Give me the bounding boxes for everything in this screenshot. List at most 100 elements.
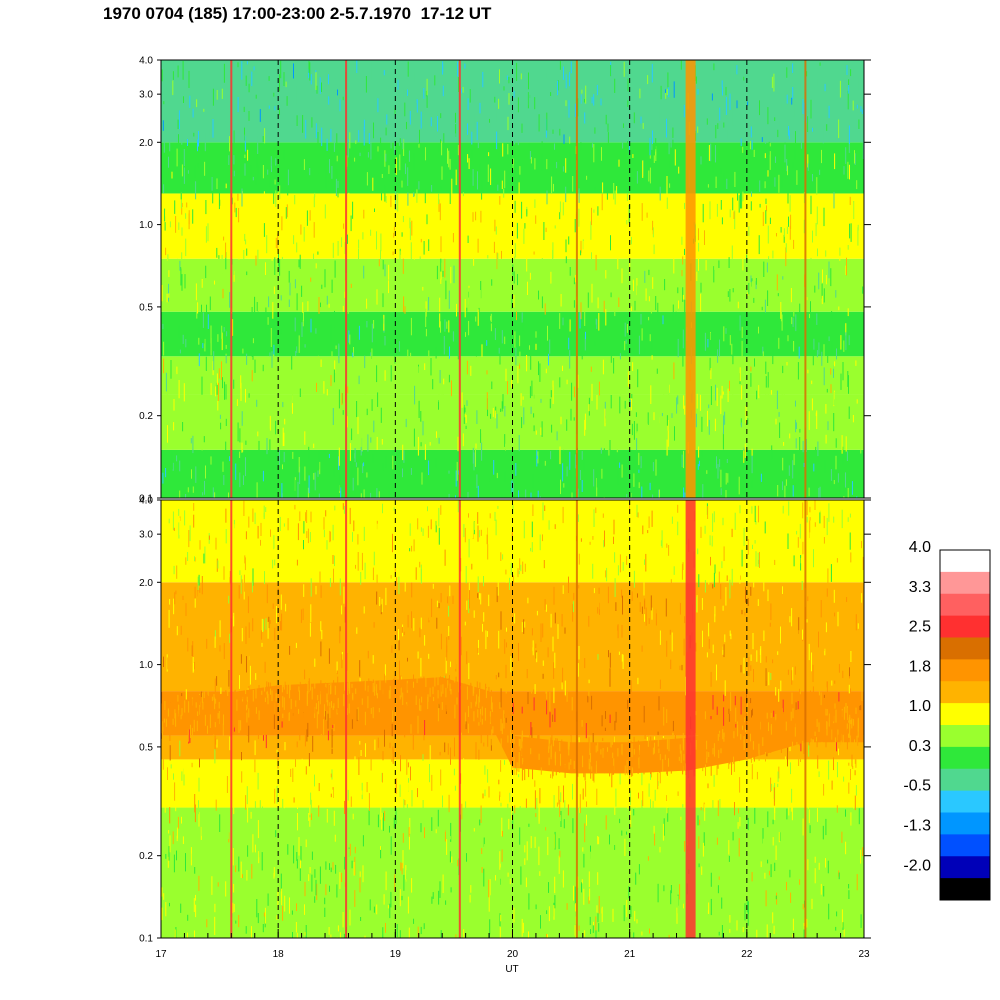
texture-streak bbox=[270, 328, 272, 347]
texture-streak bbox=[785, 431, 787, 441]
texture-streak bbox=[265, 618, 267, 630]
texture-streak bbox=[304, 904, 305, 915]
texture-streak bbox=[533, 413, 535, 418]
texture-streak bbox=[591, 695, 593, 710]
texture-streak bbox=[684, 492, 686, 498]
texture-streak bbox=[840, 335, 842, 350]
texture-streak bbox=[184, 510, 186, 526]
texture-streak bbox=[477, 485, 479, 498]
texture-streak bbox=[668, 87, 670, 98]
texture-streak bbox=[443, 336, 445, 355]
texture-streak bbox=[753, 669, 754, 683]
texture-streak bbox=[165, 902, 167, 917]
texture-streak bbox=[605, 343, 606, 353]
texture-streak bbox=[636, 438, 638, 451]
texture-streak bbox=[835, 212, 837, 218]
texture-streak bbox=[629, 397, 631, 404]
texture-streak bbox=[836, 805, 838, 813]
texture-streak bbox=[219, 814, 221, 832]
texture-streak bbox=[318, 297, 320, 314]
texture-streak bbox=[629, 790, 631, 806]
ridge-streak bbox=[376, 691, 378, 701]
texture-streak bbox=[434, 442, 436, 449]
texture-streak bbox=[489, 254, 491, 258]
texture-streak bbox=[574, 925, 576, 938]
ridge-streak bbox=[583, 742, 585, 752]
texture-streak bbox=[615, 788, 617, 807]
texture-streak bbox=[393, 401, 394, 417]
texture-streak bbox=[353, 862, 355, 876]
texture-streak bbox=[508, 93, 510, 105]
texture-streak bbox=[390, 365, 392, 382]
texture-streak bbox=[426, 214, 428, 225]
ridge-streak bbox=[342, 697, 343, 711]
texture-streak bbox=[303, 226, 305, 242]
texture-streak bbox=[335, 169, 337, 174]
texture-streak bbox=[811, 380, 813, 385]
texture-streak bbox=[567, 804, 569, 816]
texture-streak bbox=[318, 451, 320, 470]
texture-streak bbox=[226, 331, 228, 337]
texture-streak bbox=[205, 661, 207, 666]
texture-streak bbox=[579, 470, 581, 480]
texture-streak bbox=[765, 198, 767, 204]
texture-streak bbox=[683, 487, 685, 498]
texture-streak bbox=[797, 331, 799, 346]
texture-streak bbox=[165, 372, 167, 392]
texture-streak bbox=[701, 416, 703, 432]
texture-streak bbox=[710, 556, 711, 566]
texture-streak bbox=[179, 490, 181, 498]
texture-streak bbox=[307, 722, 309, 737]
texture-streak bbox=[469, 89, 471, 103]
texture-streak bbox=[250, 431, 252, 435]
texture-streak bbox=[736, 65, 738, 75]
texture-streak bbox=[316, 710, 318, 729]
ridge-streak bbox=[199, 707, 201, 720]
ridge-streak bbox=[337, 704, 339, 713]
texture-streak bbox=[618, 651, 620, 655]
texture-streak bbox=[778, 131, 780, 141]
texture-streak bbox=[660, 85, 662, 100]
texture-streak bbox=[372, 655, 374, 664]
texture-streak bbox=[568, 712, 570, 720]
ridge-streak bbox=[809, 701, 811, 707]
texture-streak bbox=[758, 235, 760, 255]
spike-2 bbox=[458, 60, 461, 498]
texture-streak bbox=[506, 89, 508, 99]
ridge-streak bbox=[662, 752, 664, 757]
ridge-streak bbox=[731, 741, 733, 750]
texture-streak bbox=[228, 155, 230, 165]
texture-streak bbox=[742, 146, 744, 153]
texture-streak bbox=[190, 897, 192, 917]
texture-streak bbox=[483, 868, 485, 887]
texture-streak bbox=[431, 817, 433, 831]
texture-streak bbox=[334, 78, 336, 85]
ridge-streak bbox=[563, 749, 565, 756]
texture-streak bbox=[323, 381, 325, 394]
texture-streak bbox=[674, 426, 675, 441]
texture-streak bbox=[657, 772, 659, 790]
texture-streak bbox=[560, 792, 562, 802]
texture-streak bbox=[799, 428, 801, 433]
texture-streak bbox=[698, 242, 700, 252]
texture-streak bbox=[239, 451, 241, 458]
texture-streak bbox=[842, 446, 844, 465]
texture-streak bbox=[477, 525, 479, 542]
texture-streak bbox=[826, 124, 828, 131]
texture-streak bbox=[613, 215, 615, 232]
texture-streak bbox=[823, 515, 825, 529]
texture-streak bbox=[767, 290, 769, 306]
texture-streak bbox=[475, 650, 477, 655]
texture-streak bbox=[245, 457, 246, 477]
texture-streak bbox=[173, 565, 175, 575]
texture-streak bbox=[364, 562, 366, 580]
ridge-streak bbox=[801, 728, 803, 734]
texture-streak bbox=[595, 254, 597, 271]
texture-streak bbox=[583, 888, 585, 905]
texture-streak bbox=[573, 300, 575, 308]
texture-streak bbox=[787, 335, 789, 342]
texture-streak bbox=[495, 675, 497, 680]
texture-streak bbox=[293, 797, 295, 803]
texture-streak bbox=[192, 486, 194, 493]
texture-streak bbox=[721, 925, 723, 938]
